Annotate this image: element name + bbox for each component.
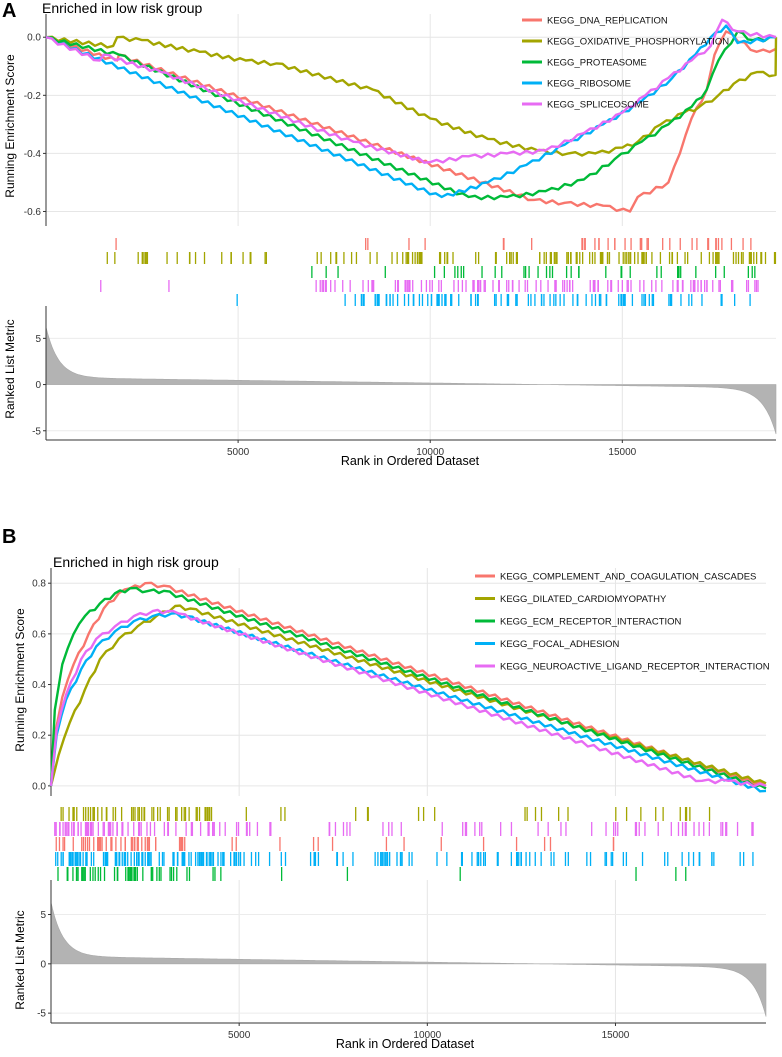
- xtick-label: 5000: [228, 1030, 251, 1041]
- panel-b-xlabel: Rank in Ordered Dataset: [336, 1037, 475, 1051]
- xtick-label: 15000: [608, 447, 636, 458]
- metric-ytick-label: 5: [35, 334, 41, 345]
- es-curve-kegg-ribosome: [45, 24, 777, 199]
- panel-b-label: B: [2, 526, 16, 548]
- es-ytick-label: -0.2: [24, 91, 42, 102]
- legend-label-0: KEGG_COMPLEMENT_AND_COAGULATION_CASCADES: [500, 572, 756, 583]
- es-curve-kegg-proteasome: [45, 30, 777, 201]
- legend-label-1: KEGG_DILATED_CARDIOMYOPATHY: [500, 594, 667, 605]
- es-curve-kegg-neuroactive-ligand-receptor-interaction: [49, 608, 767, 788]
- xtick-label: 10000: [413, 1030, 441, 1041]
- panel-a-ylabel-bottom: Ranked List Metric: [3, 319, 17, 418]
- metric-ytick-label: -5: [37, 1009, 46, 1020]
- panel-a-label: A: [2, 0, 16, 22]
- es-ytick-label: -0.6: [24, 207, 42, 218]
- panel-b-ranked-metric: -5 0 5 5000 10000 15000: [37, 880, 767, 1041]
- es-ytick-label: 0.6: [32, 629, 46, 640]
- xtick-label: 15000: [602, 1030, 630, 1041]
- legend-label-4: KEGG_NEUROACTIVE_LIGAND_RECEPTOR_INTERAC…: [500, 662, 770, 673]
- panel-a-hit-rug: [100, 238, 777, 306]
- es-curve-kegg-oxidative-phosphorylation: [45, 35, 778, 157]
- panel-a-legend: KEGG_DNA_REPLICATION KEGG_OXIDATIVE_PHOSP…: [522, 16, 729, 111]
- metric-ytick-label: 0: [40, 959, 46, 970]
- legend-label-1: KEGG_OXIDATIVE_PHOSPHORYLATION: [547, 37, 729, 48]
- legend-label-2: KEGG_PROTEASOME: [547, 58, 647, 69]
- panel-b-es-plot: 0.0 0.2 0.4 0.6 0.8: [32, 568, 767, 796]
- legend-label-3: KEGG_FOCAL_ADHESION: [500, 639, 619, 650]
- legend-label-2: KEGG_ECM_RECEPTOR_INTERACTION: [500, 617, 682, 628]
- panel-a: A Enriched in low risk group -0.6-0.4-0.…: [2, 0, 778, 468]
- legend-label-4: KEGG_SPLICEOSOME: [547, 100, 649, 111]
- es-ytick-label: 0.8: [32, 579, 46, 590]
- ranked-metric-area: [45, 326, 777, 435]
- panel-a-es-plot: -0.6 -0.4 -0.2 0.0: [24, 14, 778, 226]
- metric-ytick-label: 0: [35, 380, 41, 391]
- es-ytick-label: 0.0: [27, 33, 41, 44]
- ranked-metric-area: [50, 902, 767, 1017]
- metric-ytick-label: 5: [40, 910, 46, 921]
- xtick-label: 10000: [416, 447, 444, 458]
- panel-b-hit-rug: [54, 807, 754, 881]
- panel-a-ranked-metric: -5 0 5 5000 10000 15000: [32, 306, 777, 458]
- es-ytick-label: 0.2: [32, 731, 46, 742]
- panel-b-ylabel-bottom: Ranked List Metric: [13, 910, 27, 1009]
- panel-a-title: Enriched in low risk group: [42, 0, 203, 16]
- legend-label-0: KEGG_DNA_REPLICATION: [547, 16, 668, 27]
- legend-label-3: KEGG_RIBOSOME: [547, 79, 631, 90]
- es-curve-kegg-focal-adhesion: [49, 612, 767, 793]
- panel-b-title: Enriched in high risk group: [53, 554, 219, 570]
- panel-b-ylabel-top: Running Enrichment Score: [13, 608, 27, 752]
- es-curve-kegg-spliceosome: [45, 18, 777, 164]
- panel-b-legend: KEGG_COMPLEMENT_AND_COAGULATION_CASCADES…: [475, 572, 770, 673]
- es-curve-kegg-ecm-receptor-interaction: [49, 586, 767, 790]
- panel-a-xlabel: Rank in Ordered Dataset: [341, 454, 480, 468]
- es-ytick-label: -0.4: [24, 149, 42, 160]
- panel-a-ylabel-top: Running Enrichment Score: [3, 54, 17, 198]
- es-ytick-label: 0.0: [32, 781, 46, 792]
- es-ytick-label: 0.4: [32, 680, 46, 691]
- metric-ytick-label: -5: [32, 426, 41, 437]
- panel-b: B Enriched in high risk group 0.00.20.40…: [2, 526, 770, 1051]
- xtick-label: 5000: [227, 447, 250, 458]
